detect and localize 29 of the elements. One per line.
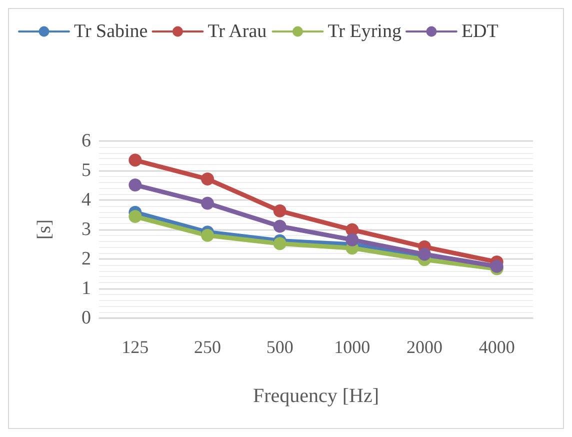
y-axis-title: [s]	[34, 219, 55, 240]
legend-label: Tr Sabine	[74, 21, 148, 42]
x-tick-label: 125	[122, 337, 149, 357]
legend-label: Tr Arau	[208, 21, 268, 42]
x-tick-label: 4000	[478, 337, 515, 357]
point	[346, 233, 359, 246]
x-tick-label: 250	[194, 337, 221, 357]
x-tick-label: 500	[266, 337, 294, 357]
y-tick-label: 4	[82, 190, 92, 210]
x-axis-title: Frequency [Hz]	[252, 385, 380, 407]
point	[128, 154, 142, 167]
y-tick-label: 0	[82, 308, 91, 328]
x-tick-label: 1000	[334, 337, 370, 357]
y-tick-label: 6	[82, 130, 91, 152]
y-tick-label: 3	[82, 219, 91, 240]
point	[128, 178, 142, 192]
point	[273, 204, 286, 218]
point	[201, 196, 214, 210]
y-tick-label: 5	[82, 160, 91, 181]
point	[201, 228, 214, 242]
legend-label: Tr Eyring	[328, 21, 402, 42]
y-tick-label: 2	[82, 248, 91, 270]
legend-label: EDT	[461, 21, 499, 42]
point	[273, 220, 286, 233]
point	[201, 172, 214, 186]
y-tick-label: 1	[82, 278, 91, 299]
point	[128, 210, 142, 224]
x-tick-label: 2000	[406, 337, 442, 357]
point	[273, 237, 286, 250]
